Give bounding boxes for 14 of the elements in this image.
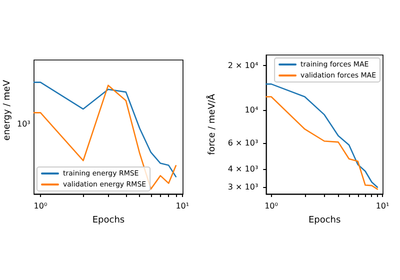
y-tick-label: 3 × 10³ xyxy=(228,182,258,192)
x-tick-label: 10¹ xyxy=(176,202,190,210)
y-tick-label: 10⁴ xyxy=(244,106,258,115)
x-tick-label: 10¹ xyxy=(376,202,390,210)
y-tick-label: 2 × 10⁴ xyxy=(228,61,258,70)
y-tick-label: 6 × 10³ xyxy=(228,138,258,148)
x-axis-title: Epochs xyxy=(92,216,125,226)
y-axis-title: energy / meV xyxy=(2,79,12,141)
x-tick-label: 10⁰ xyxy=(264,202,278,210)
x-axis-title: Epochs xyxy=(308,216,342,226)
text: 10³ xyxy=(17,120,30,128)
y-tick-label: 4 × 10³ xyxy=(228,164,258,174)
x-tick-label: 10⁰ xyxy=(34,202,48,210)
y-axis-title: force / meV/Å xyxy=(206,93,218,156)
